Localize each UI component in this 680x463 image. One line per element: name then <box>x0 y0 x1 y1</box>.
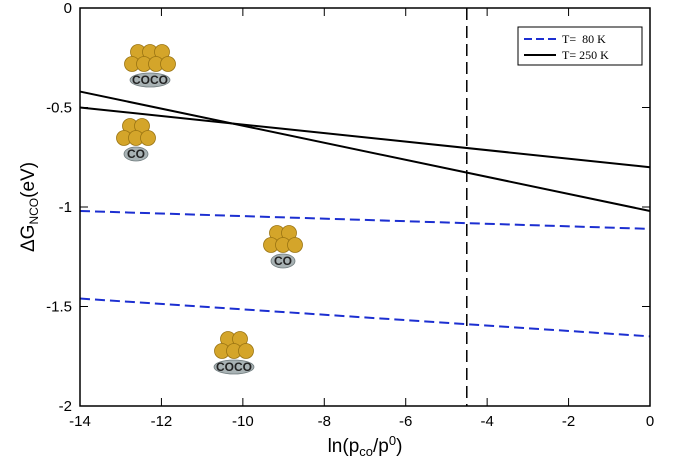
x-tick-label: -14 <box>69 413 91 430</box>
y-label-part: (eV) <box>18 162 39 198</box>
co-label: COCO <box>132 73 168 87</box>
x-label-part: ln(p <box>328 436 360 457</box>
y-label-part: ΔG <box>18 225 39 252</box>
cluster-icon: COCO <box>124 44 176 88</box>
gold-atom <box>160 56 176 72</box>
y-tick-label: -1 <box>59 199 72 216</box>
x-tick-label: 0 <box>646 413 654 430</box>
co-label: CO <box>274 254 292 268</box>
x-label-sub: co <box>359 444 373 459</box>
y-axis-label: ΔGNCO(eV) <box>18 162 41 252</box>
x-axis-label: ln(pco/p0) <box>328 433 403 459</box>
y-tick-label: -2 <box>59 398 72 415</box>
co-label: COCO <box>216 360 252 374</box>
x-tick-label: -4 <box>480 413 493 430</box>
gold-atom <box>140 130 156 146</box>
x-tick-label: -10 <box>232 413 254 430</box>
co-blob <box>129 72 171 88</box>
y-tick-label: -1.5 <box>46 299 72 316</box>
y-tick-label: 0 <box>64 0 72 17</box>
x-label-part: ) <box>396 436 402 457</box>
y-label-sub: NCO <box>27 198 41 225</box>
y-tick-label: -0.5 <box>46 100 72 117</box>
co-label: CO <box>127 147 145 161</box>
legend-label: T= 80 K <box>562 32 606 46</box>
gold-atom <box>238 343 254 359</box>
co-blob <box>123 146 149 162</box>
x-label-sup: 0 <box>389 433 396 448</box>
series-line <box>79 90 651 212</box>
co-blob <box>213 359 255 375</box>
legend-label: T= 250 K <box>562 48 609 62</box>
co-blob <box>270 253 296 269</box>
x-tick-label: -8 <box>318 413 331 430</box>
series-line <box>79 209 651 230</box>
cluster-icon: CO <box>116 118 156 162</box>
series-line <box>79 106 651 169</box>
legend-box <box>517 26 643 66</box>
x-tick-label: -12 <box>151 413 173 430</box>
x-label-part: /p <box>373 436 389 457</box>
cluster-icon: COCO <box>213 331 255 375</box>
x-tick-label: -2 <box>562 413 575 430</box>
series-line <box>79 297 651 338</box>
plot-frame <box>79 7 651 407</box>
legend: T= 80 K T= 250 K <box>517 26 643 66</box>
x-tick-label: -6 <box>399 413 412 430</box>
cluster-icon: CO <box>263 225 303 269</box>
gold-atom <box>287 237 303 253</box>
